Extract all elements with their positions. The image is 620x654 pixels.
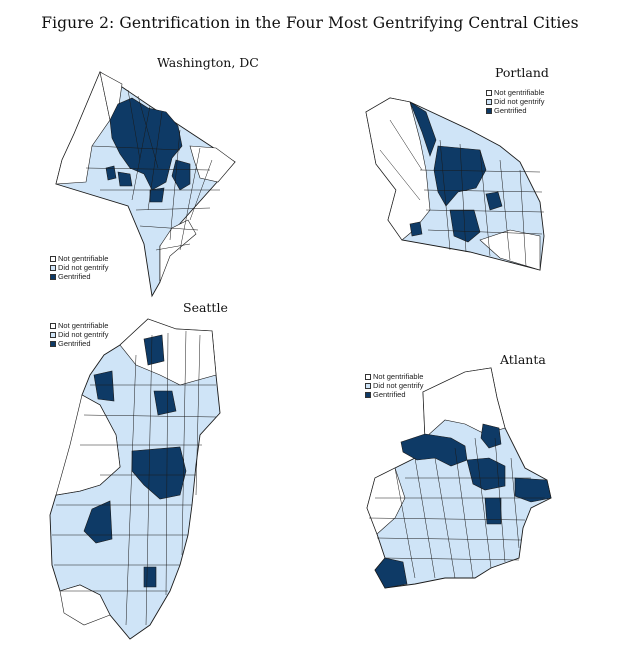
legend-label: Not gentrifiable	[494, 88, 545, 97]
legend-label: Not gentrifiable	[58, 254, 109, 263]
legend-label: Gentrified	[58, 339, 91, 348]
legend-label: Did not gentrify	[58, 330, 109, 339]
legend-label: Gentrified	[494, 106, 527, 115]
legend-swatch	[486, 98, 492, 105]
map-panel-portland: Portland Not gentrifiable Did not gentri…	[350, 60, 560, 280]
region-gentrified	[466, 457, 506, 491]
region-gentrified	[149, 187, 165, 203]
map-title-seattle: Seattle	[183, 300, 228, 315]
map-panel-washington: Washington, DC Not gentrifiable Did not …	[40, 50, 270, 298]
region-gentrified	[409, 101, 437, 157]
map-portland	[365, 97, 545, 271]
region-gentrified	[484, 497, 502, 525]
legend-swatch	[365, 382, 371, 389]
legend-item-gentrified: Gentrified	[50, 339, 108, 348]
region-white-river	[365, 97, 431, 241]
region-gentrified	[400, 433, 468, 467]
region-white-east	[189, 145, 236, 183]
legend-swatch	[50, 322, 56, 329]
region-gentrified	[117, 171, 133, 187]
legend-swatch	[365, 373, 371, 380]
legend-washington: Not gentrifiable Did not gentrify Gentri…	[50, 254, 108, 281]
legend-item-not-gentrifiable: Not gentrifiable	[50, 254, 108, 263]
region-gentrified	[143, 566, 157, 588]
legend-swatch	[50, 340, 56, 347]
legend-label: Did not gentrify	[373, 381, 424, 390]
legend-swatch	[486, 89, 492, 96]
legend-item-not-gentrifiable: Not gentrifiable	[50, 321, 108, 330]
legend-seattle: Not gentrifiable Did not gentrify Gentri…	[50, 321, 108, 348]
region-gentrified	[433, 145, 487, 207]
region-white-west	[55, 70, 111, 185]
map-panel-atlanta: Atlanta Not gentrifiable Did not gentrif…	[355, 348, 565, 598]
legend-swatch	[50, 255, 56, 262]
legend-label: Not gentrifiable	[58, 321, 109, 330]
map-panel-seattle: Seattle Not gentrifiable Did not gentrif…	[40, 295, 250, 645]
region-white-south	[479, 229, 541, 271]
legend-item-not-gentrifiable: Not gentrifiable	[365, 372, 423, 381]
region-gentrified	[153, 390, 177, 416]
region-gentrified	[449, 209, 481, 243]
legend-swatch	[50, 331, 56, 338]
region-gentrified	[109, 97, 183, 191]
region-gentrified	[485, 191, 503, 211]
legend-atlanta: Not gentrifiable Did not gentrify Gentri…	[365, 372, 423, 399]
legend-label: Gentrified	[373, 390, 406, 399]
legend-item-did-not-gentrify: Did not gentrify	[50, 263, 108, 272]
legend-item-gentrified: Gentrified	[365, 390, 423, 399]
legend-item-did-not-gentrify: Did not gentrify	[50, 330, 108, 339]
legend-item-did-not-gentrify: Did not gentrify	[365, 381, 423, 390]
map-title-atlanta: Atlanta	[500, 352, 546, 367]
legend-item-gentrified: Gentrified	[486, 106, 544, 115]
figure-title: Figure 2: Gentrification in the Four Mos…	[41, 14, 579, 32]
map-atlanta	[366, 367, 552, 589]
region-gentrified	[105, 165, 117, 181]
legend-swatch	[365, 391, 371, 398]
legend-portland: Not gentrifiable Did not gentrify Gentri…	[486, 88, 544, 115]
legend-item-gentrified: Gentrified	[50, 272, 108, 281]
legend-label: Did not gentrify	[494, 97, 545, 106]
map-title-washington: Washington, DC	[157, 55, 259, 70]
legend-label: Did not gentrify	[58, 263, 109, 272]
legend-swatch	[50, 273, 56, 280]
legend-item-not-gentrifiable: Not gentrifiable	[486, 88, 544, 97]
legend-item-did-not-gentrify: Did not gentrify	[486, 97, 544, 106]
region-gentrified	[131, 446, 187, 500]
region-white-south	[59, 584, 111, 626]
region-gentrified	[409, 221, 423, 237]
map-washington	[55, 70, 236, 298]
legend-label: Gentrified	[58, 272, 91, 281]
region-gentrified	[83, 500, 113, 544]
legend-label: Not gentrifiable	[373, 372, 424, 381]
region-gentrified	[480, 423, 502, 449]
region-gentrified	[93, 370, 115, 402]
legend-swatch	[486, 107, 492, 114]
region-gentrified	[374, 557, 408, 589]
map-title-portland: Portland	[495, 65, 549, 80]
region-gentrified	[143, 334, 165, 366]
legend-swatch	[50, 264, 56, 271]
map-seattle	[49, 318, 221, 640]
region-gentrified	[514, 477, 552, 503]
